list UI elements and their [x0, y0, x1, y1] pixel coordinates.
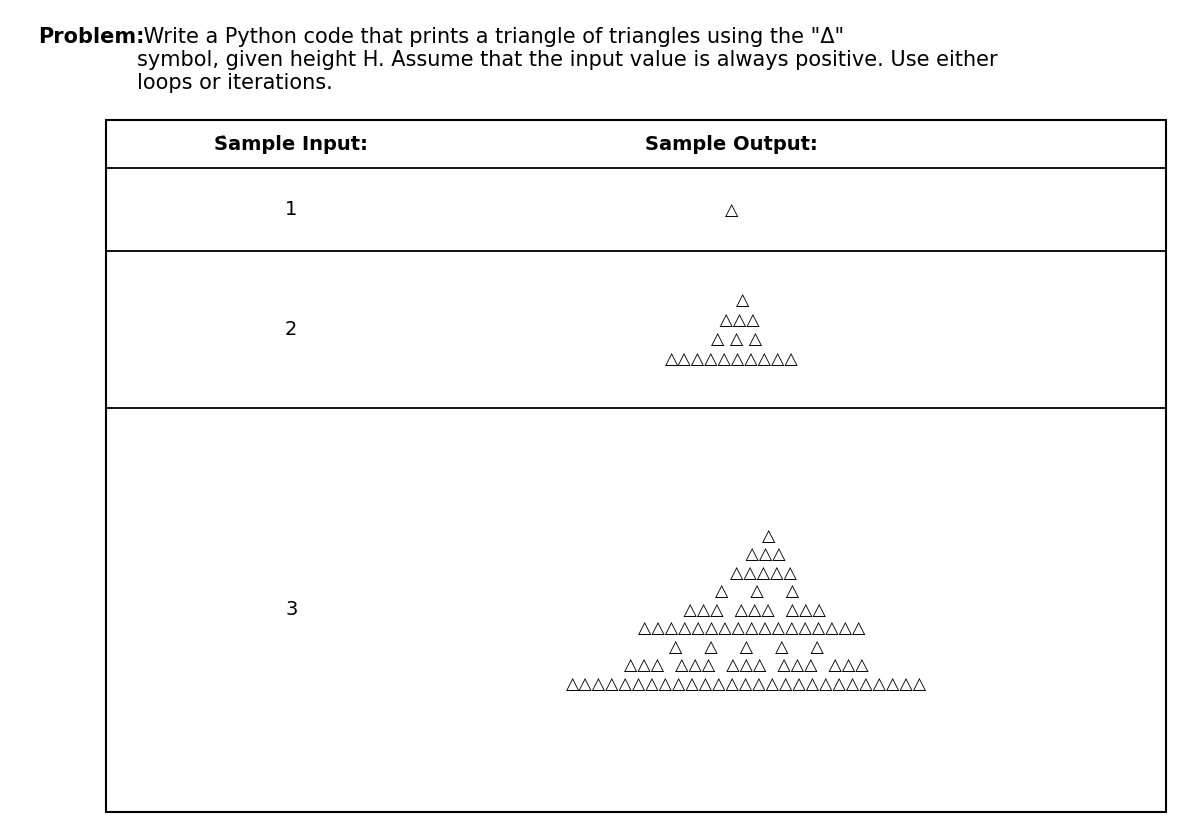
Text: △△△△△△△△△△: △△△△△△△△△△: [665, 349, 798, 368]
Text: Sample Output:: Sample Output:: [646, 135, 818, 154]
Text: 2: 2: [286, 320, 298, 339]
Text: 3: 3: [286, 600, 298, 619]
Text: △    △    △    △    △: △ △ △ △ △: [670, 637, 824, 656]
Text: △: △: [714, 291, 749, 310]
Text: Write a Python code that prints a triangle of triangles using the "Δ"
symbol, gi: Write a Python code that prints a triang…: [137, 27, 997, 93]
Text: △△△△△△△△△△△△△△△△△△△△△△△△△△△: △△△△△△△△△△△△△△△△△△△△△△△△△△△: [566, 675, 928, 692]
Bar: [106, 120, 1166, 812]
Text: △: △: [718, 527, 775, 544]
Text: △△△△△: △△△△△: [696, 564, 797, 582]
Text: △△△△△△△△△△△△△△△△△: △△△△△△△△△△△△△△△△△: [628, 619, 865, 637]
Text: △    △    △: △ △ △: [694, 582, 799, 600]
Text: △△△  △△△  △△△  △△△  △△△: △△△ △△△ △△△ △△△ △△△: [624, 657, 869, 674]
Text: △△△: △△△: [703, 310, 760, 329]
Text: △ △ △: △ △ △: [701, 330, 762, 349]
Text: △: △: [725, 201, 738, 219]
Text: △△△  △△△  △△△: △△△ △△△ △△△: [667, 601, 826, 618]
Text: △△△: △△△: [707, 545, 786, 563]
Text: Ṡample Input:: Ṡample Input:: [215, 135, 368, 154]
Text: Problem:: Problem:: [38, 27, 145, 46]
Text: 1: 1: [286, 201, 298, 219]
